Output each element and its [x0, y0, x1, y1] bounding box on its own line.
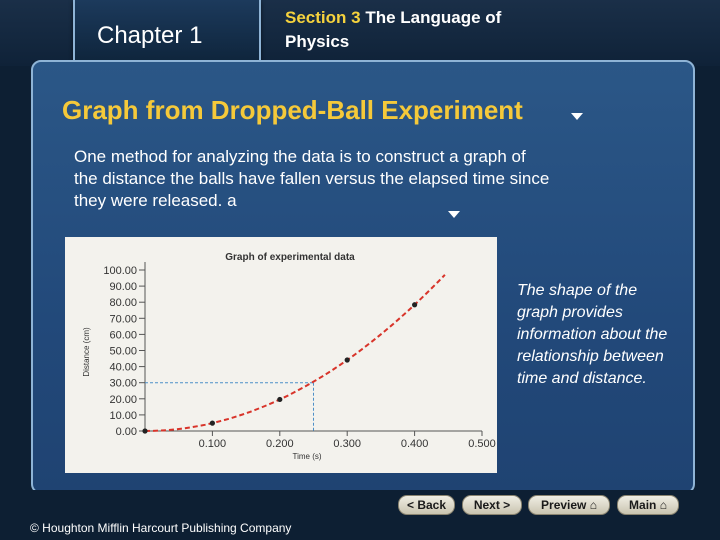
- y-tick-label: 10.00: [109, 410, 137, 422]
- y-tick-label: 40.00: [109, 362, 137, 374]
- preview-label: Preview: [541, 498, 587, 512]
- expand-arrow-icon-2[interactable]: [448, 211, 460, 218]
- x-tick-label: 0.300: [333, 438, 361, 450]
- house-icon: ⌂: [659, 498, 667, 512]
- chapter-heading: Chapter 1: [97, 22, 202, 50]
- preview-button[interactable]: Preview ⌂: [528, 495, 610, 515]
- x-axis-label: Time (s): [292, 452, 321, 461]
- house-icon: ⌂: [589, 498, 597, 512]
- data-point: [142, 428, 148, 434]
- y-tick-label: 60.00: [109, 329, 137, 341]
- section-title-2: Physics: [285, 32, 350, 51]
- y-axis-label: Distance (cm): [82, 327, 91, 377]
- data-point: [412, 302, 418, 308]
- chart-title: Graph of experimental data: [225, 252, 355, 263]
- y-tick-label: 100.00: [103, 265, 137, 277]
- data-point: [277, 396, 283, 403]
- data-point: [344, 357, 350, 363]
- x-tick-label: 0.200: [266, 438, 294, 450]
- y-tick-label: 70.00: [109, 313, 137, 325]
- x-tick-label: 0.400: [401, 438, 429, 450]
- side-note: The shape of the graph provides informat…: [517, 282, 668, 387]
- fit-curve: [144, 274, 446, 432]
- y-tick-label: 20.00: [109, 394, 137, 406]
- chart-container: Graph of experimental data 0.00 10.00 20.00…: [65, 237, 497, 473]
- chapter-number: 1: [189, 22, 203, 49]
- y-tick-label: 30.00: [109, 378, 137, 390]
- x-tick-label: 0.500: [468, 438, 496, 450]
- y-tick-label: 90.00: [109, 281, 137, 293]
- y-tick-label: 80.00: [109, 297, 137, 309]
- back-button[interactable]: < Back: [398, 495, 455, 515]
- y-tick-label: 0.00: [116, 426, 137, 438]
- main-button[interactable]: Main ⌂: [617, 495, 679, 515]
- copyright: © Houghton Mifflin Harcourt Publishing C…: [30, 521, 292, 535]
- section-label: Section 3: [285, 8, 361, 27]
- expand-arrow-icon[interactable]: [571, 113, 583, 120]
- slide-title: Graph from Dropped-Ball Experiment: [62, 95, 523, 125]
- y-tick-label: 50.00: [109, 346, 137, 358]
- main-label: Main: [629, 498, 657, 512]
- section-title-1: The Language of: [365, 8, 502, 27]
- body-text: One method for analyzing the data is to …: [74, 147, 550, 210]
- section-heading: Section 3 The Language of: [285, 8, 501, 28]
- data-point: [209, 420, 215, 426]
- chart: Graph of experimental data 0.00 10.00 20.00…: [82, 252, 496, 461]
- chapter-label: Chapter: [97, 22, 183, 49]
- x-tick-label: 0.100: [199, 438, 227, 450]
- next-button[interactable]: Next >: [462, 495, 522, 515]
